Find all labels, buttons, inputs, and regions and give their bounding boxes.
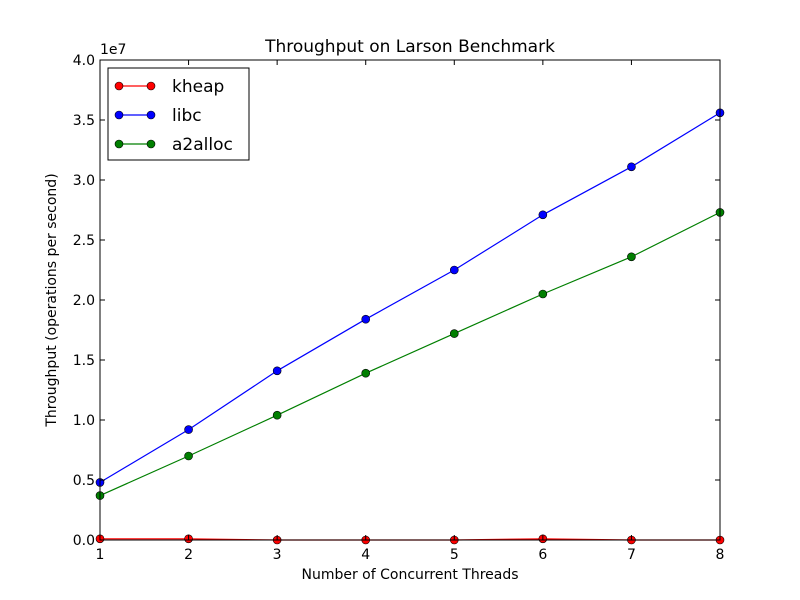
legend-label: a2alloc	[172, 135, 233, 155]
tick-layer: 1 2 3 4 5 6 7 8 0.0 0.5 1.0 1.5 2.0 2.5 3.0 3.5 4.0	[73, 53, 725, 563]
y-tick-label: 0.5	[73, 473, 95, 489]
y-tick-label: 4.0	[73, 53, 95, 69]
y-tick-label: 1.5	[73, 353, 95, 369]
y-tick-label: 2.0	[73, 293, 95, 309]
legend-label: libc	[172, 106, 202, 126]
x-tick-label: 3	[273, 547, 282, 563]
y-tick-label: 3.5	[73, 113, 95, 129]
legend: kheap libc a2alloc	[107, 67, 250, 161]
x-tick-label: 8	[716, 547, 725, 563]
series-layer	[95, 108, 725, 545]
series-kheap	[95, 534, 725, 545]
y-tick-label: 3.0	[73, 173, 95, 189]
x-tick-label: 1	[96, 547, 105, 563]
y-tick-label: 1.0	[73, 413, 95, 429]
series-line-libc	[99, 112, 721, 483]
data-point-libc	[627, 162, 636, 172]
x-axis-label: Number of Concurrent Threads	[301, 567, 518, 583]
x-tick-label: 7	[627, 547, 636, 563]
legend-entry-libc: libc	[114, 106, 202, 126]
data-point-a2alloc	[627, 252, 636, 262]
data-point-libc	[538, 210, 548, 220]
x-tick-label: 6	[538, 547, 547, 563]
data-point-a2alloc	[361, 368, 371, 378]
y-tick-label: 0.0	[73, 533, 95, 549]
series-line-a2alloc	[99, 211, 721, 497]
legend-marker	[114, 81, 124, 91]
legend-box	[107, 67, 250, 161]
legend-label: kheap	[172, 77, 224, 97]
data-point-a2alloc	[272, 410, 282, 420]
legend-entry-kheap: kheap	[114, 77, 224, 97]
data-point-a2alloc	[538, 289, 548, 299]
data-point-libc	[184, 425, 193, 434]
legend-marker	[146, 81, 156, 91]
series-libc	[95, 108, 725, 487]
data-point-a2alloc	[184, 451, 193, 461]
legend-marker	[114, 139, 124, 149]
chart-title: Throughput on Larson Benchmark	[264, 37, 555, 57]
x-tick-label: 4	[361, 547, 370, 563]
legend-marker	[146, 110, 156, 120]
x-tick-label: 5	[450, 547, 459, 563]
legend-marker	[146, 139, 156, 149]
data-point-libc	[272, 366, 282, 376]
x-tick-label: 2	[184, 547, 193, 563]
legend-entry-a2alloc: a2alloc	[114, 135, 233, 155]
legend-marker	[114, 110, 124, 120]
y-tick-label: 2.5	[73, 233, 95, 249]
y-axis-offset-label: 1e7	[100, 42, 126, 58]
data-point-libc	[361, 314, 371, 324]
series-a2alloc	[95, 208, 725, 500]
data-point-libc	[449, 265, 459, 275]
plot-frame	[99, 59, 721, 541]
data-point-a2alloc	[449, 329, 459, 338]
y-axis-label: Throughput (operations per second)	[44, 173, 60, 427]
